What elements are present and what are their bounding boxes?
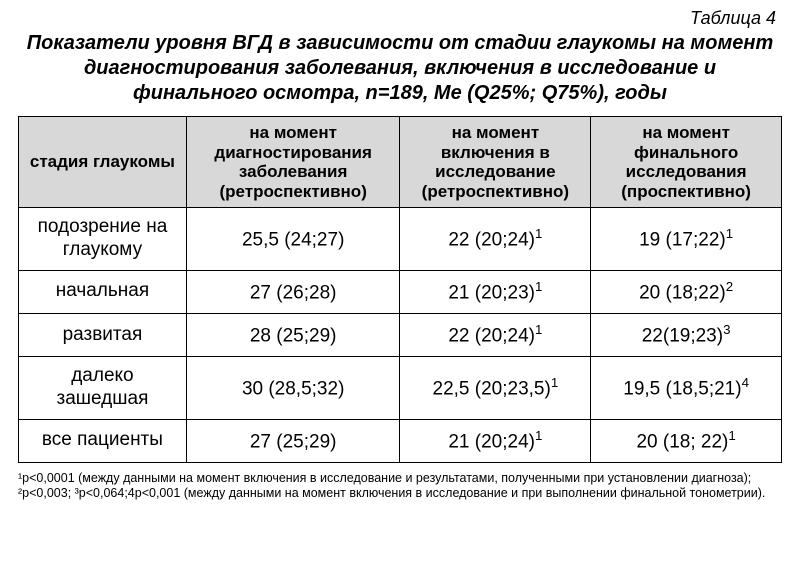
- table-header-row: стадия глаукомы на момент диагностирован…: [19, 117, 782, 208]
- table-row: далеко зашедшая 30 (28,5;32) 22,5 (20;23…: [19, 357, 782, 420]
- col-header-inclusion: на момент включения в исследование (ретр…: [400, 117, 591, 208]
- col-header-stage: стадия глаукомы: [19, 117, 187, 208]
- table-row: начальная 27 (26;28) 21 (20;23)1 20 (18;…: [19, 270, 782, 313]
- cell: 27 (25;29): [186, 419, 400, 462]
- cell: 22 (20;24)1: [400, 208, 591, 271]
- col-header-final: на момент финального исследования (просп…: [591, 117, 782, 208]
- row-label: подозрение на глаукому: [19, 208, 187, 271]
- col-header-diagnosis: на момент диагностирования заболевания (…: [186, 117, 400, 208]
- cell: 28 (25;29): [186, 313, 400, 356]
- table-row: все пациенты 27 (25;29) 21 (20;24)1 20 (…: [19, 419, 782, 462]
- cell: 20 (18; 22)1: [591, 419, 782, 462]
- cell: 30 (28,5;32): [186, 357, 400, 420]
- row-label: развитая: [19, 313, 187, 356]
- cell: 22,5 (20;23,5)1: [400, 357, 591, 420]
- row-label: все пациенты: [19, 419, 187, 462]
- table-figure: Таблица 4 Показатели уровня ВГД в зависи…: [0, 0, 800, 562]
- cell: 22 (20;24)1: [400, 313, 591, 356]
- table-caption: Показатели уровня ВГД в зависимости от с…: [22, 31, 778, 106]
- table-number: Таблица 4: [18, 8, 776, 29]
- cell: 21 (20;24)1: [400, 419, 591, 462]
- cell: 19,5 (18,5;21)4: [591, 357, 782, 420]
- cell: 21 (20;23)1: [400, 270, 591, 313]
- cell: 25,5 (24;27): [186, 208, 400, 271]
- cell: 20 (18;22)2: [591, 270, 782, 313]
- cell: 22(19;23)3: [591, 313, 782, 356]
- table-row: подозрение на глаукому 25,5 (24;27) 22 (…: [19, 208, 782, 271]
- cell: 19 (17;22)1: [591, 208, 782, 271]
- cell: 27 (26;28): [186, 270, 400, 313]
- table-row: развитая 28 (25;29) 22 (20;24)1 22(19;23…: [19, 313, 782, 356]
- footnotes: ¹p<0,0001 (между данными на момент включ…: [18, 471, 782, 502]
- row-label: далеко зашедшая: [19, 357, 187, 420]
- data-table: стадия глаукомы на момент диагностирован…: [18, 116, 782, 463]
- row-label: начальная: [19, 270, 187, 313]
